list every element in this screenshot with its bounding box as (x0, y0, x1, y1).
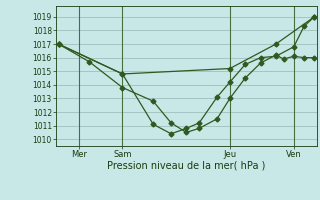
X-axis label: Pression niveau de la mer( hPa ): Pression niveau de la mer( hPa ) (107, 161, 266, 171)
